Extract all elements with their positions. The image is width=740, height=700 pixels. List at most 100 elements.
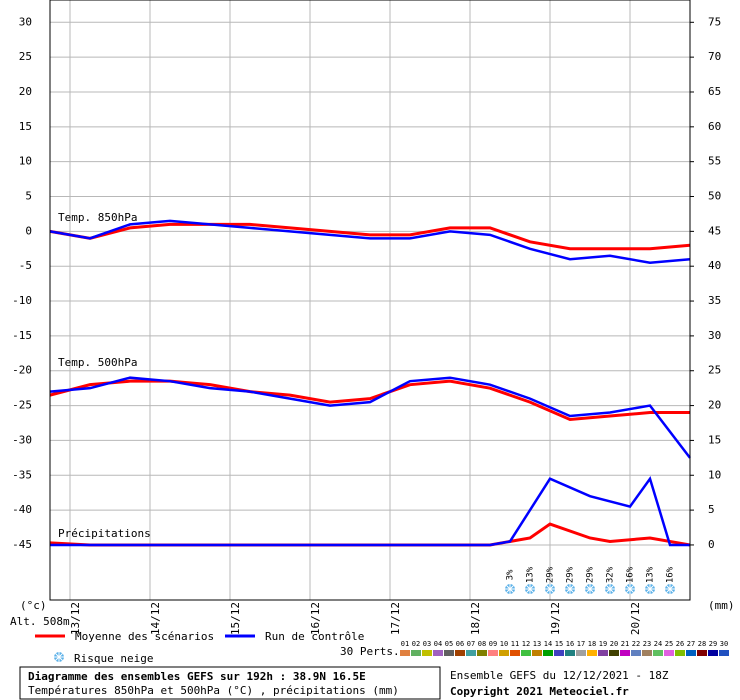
y2-tick-label: 5	[708, 503, 715, 516]
perturbation-label: 15	[555, 640, 563, 648]
perturbation-swatch	[609, 650, 619, 656]
perturbation-label: 03	[423, 640, 431, 648]
perturbation-label: 10	[500, 640, 508, 648]
grid	[50, 0, 690, 600]
perturbation-swatch	[499, 650, 509, 656]
perturbation-label: 27	[687, 640, 695, 648]
perturbation-swatch	[653, 650, 663, 656]
y-tick-label: 20	[19, 85, 32, 98]
perturbation-swatch	[631, 650, 641, 656]
y2-tick-label: 45	[708, 224, 721, 237]
perturbation-swatch	[477, 650, 487, 656]
perturbation-swatch	[455, 650, 465, 656]
y-tick-label: 5	[25, 190, 32, 203]
perturbation-swatch	[675, 650, 685, 656]
y2-tick-label: 20	[708, 399, 721, 412]
perturbation-label: 21	[621, 640, 629, 648]
legend-label: Moyenne des scénarios	[75, 630, 214, 643]
perturbation-label: 05	[445, 640, 453, 648]
y2-tick-label: 15	[708, 433, 721, 446]
perturbation-swatch	[598, 650, 608, 656]
perturbation-label: 12	[522, 640, 530, 648]
perturbation-label: 28	[698, 640, 706, 648]
snow-risk-label: 29%	[586, 566, 596, 583]
x-tick-label: 14/12	[149, 602, 162, 635]
perturbation-swatch	[565, 650, 575, 656]
y-tick-label: -15	[12, 329, 32, 342]
x-tick-label: 16/12	[309, 602, 322, 635]
snow-legend-label: Risque neige	[74, 652, 153, 665]
perturbation-title: 30 Perts.	[340, 645, 400, 658]
snow-risk-label: 16%	[626, 566, 636, 583]
marks	[49, 219, 691, 547]
footer-box	[19, 666, 441, 700]
perturbation-label: 22	[632, 640, 640, 648]
snow-risk-icon-lines	[565, 584, 575, 594]
perturbation-label: 02	[412, 640, 420, 648]
perturbation-swatch	[708, 650, 718, 656]
snow-risk-label: 32%	[606, 566, 616, 583]
y2-tick-label: 50	[708, 190, 721, 203]
x-tick-label: 20/12	[629, 602, 642, 635]
x-tick-label: 13/12	[69, 602, 82, 635]
perturbation-swatch	[444, 650, 454, 656]
y-tick-label: -20	[12, 364, 32, 377]
y2-tick-label: 60	[708, 120, 721, 133]
snow-risk-label: 16%	[666, 566, 676, 583]
plot-frame	[49, 0, 691, 601]
snow-legend-icon	[54, 652, 64, 662]
snow-risk-label: 29%	[546, 566, 556, 583]
snow-risk-icon-lines	[645, 584, 655, 594]
perturbation-label: 20	[610, 640, 618, 648]
altitude: Alt. 508m	[10, 615, 70, 628]
perturbation-label: 04	[434, 640, 442, 648]
y2-tick-label: 0	[708, 538, 715, 551]
snow-risk-icon-lines	[525, 584, 535, 594]
y2-tick-label: 35	[708, 294, 721, 307]
perturbation-swatch	[466, 650, 476, 656]
snow-risk-icon-lines	[585, 584, 595, 594]
perturbation-swatch	[521, 650, 531, 656]
perturbation-swatch	[697, 650, 707, 656]
y2-tick-label: 40	[708, 259, 721, 272]
perturbation-swatch	[510, 650, 520, 656]
right-unit: (mm)	[708, 599, 735, 612]
x-tick-label: 18/12	[469, 602, 482, 635]
y-tick-label: -10	[12, 294, 32, 307]
y-tick-label: -25	[12, 399, 32, 412]
perturbation-swatch	[488, 650, 498, 656]
perturbation-label: 14	[544, 640, 552, 648]
perturbation-label: 23	[643, 640, 651, 648]
y-tick-label: -30	[12, 433, 32, 446]
perturbation-label: 11	[511, 640, 519, 648]
snow-risk-icon-lines	[545, 584, 555, 594]
snow-risk-icon-lines	[605, 584, 615, 594]
perturbation-swatch	[554, 650, 564, 656]
perturbation-label: 29	[709, 640, 717, 648]
perturbation-label: 07	[467, 640, 475, 648]
y-tick-label: -45	[12, 538, 32, 551]
perturbation-label: 19	[599, 640, 607, 648]
snow-risk-label: 3%	[506, 569, 516, 580]
snow-risk-icon-lines	[625, 584, 635, 594]
perturbation-label: 09	[489, 640, 497, 648]
perturbation-swatch	[543, 650, 553, 656]
perturbation-swatch	[532, 650, 542, 656]
perturbation-label: 08	[478, 640, 486, 648]
series-line	[49, 222, 691, 251]
x-tick-label: 15/12	[229, 602, 242, 635]
snow-risk-icon-lines	[505, 584, 515, 594]
y-tick-label: 0	[25, 224, 32, 237]
perturbation-swatch	[686, 650, 696, 656]
y2-tick-label: 65	[708, 85, 721, 98]
series-line	[49, 376, 691, 459]
snow-risk-icon-lines	[665, 584, 675, 594]
perturbation-label: 25	[665, 640, 673, 648]
perturbation-label: 18	[588, 640, 596, 648]
perturbation-swatch	[576, 650, 586, 656]
x-tick-label: 17/12	[389, 602, 402, 635]
y-tick-label: 15	[19, 120, 32, 133]
y2-tick-label: 55	[708, 155, 721, 168]
snow-risk-label: 13%	[646, 566, 656, 583]
